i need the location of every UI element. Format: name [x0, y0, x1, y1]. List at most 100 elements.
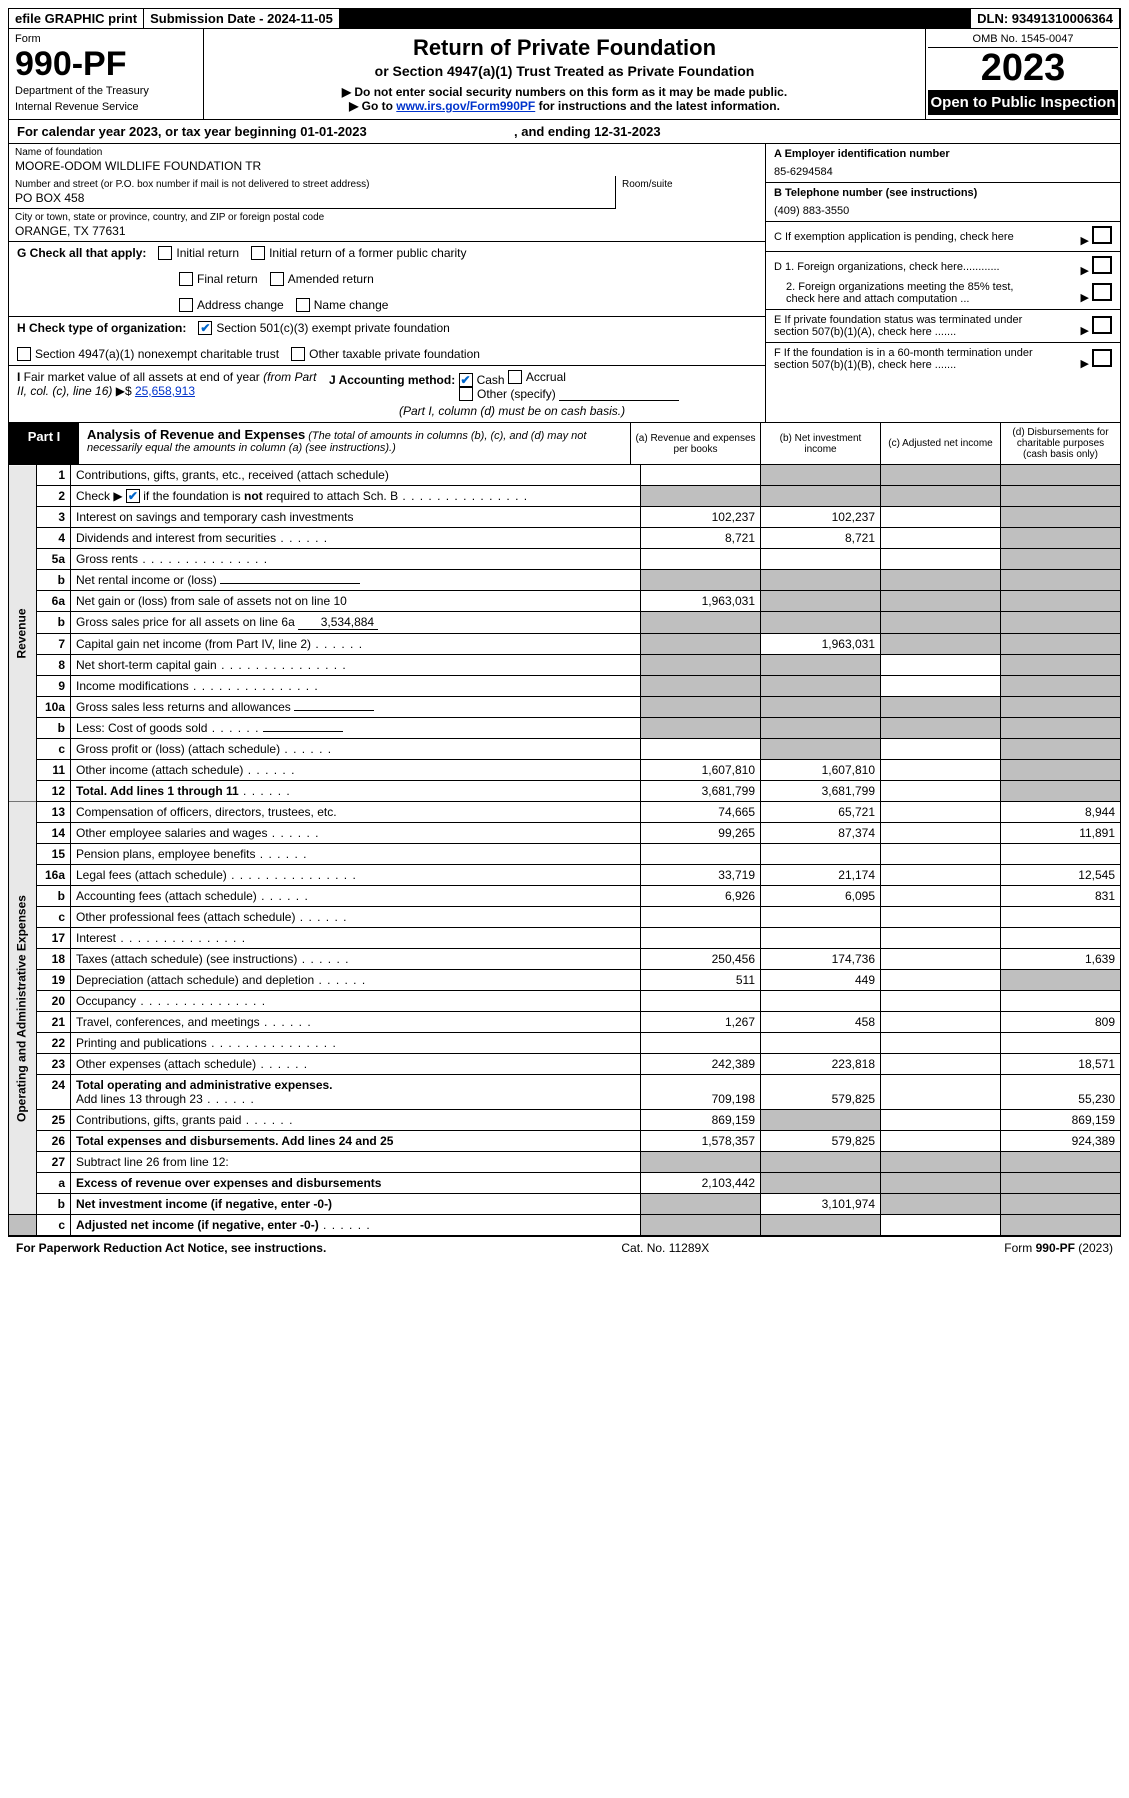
line-5a: Gross rents [71, 549, 641, 570]
chk-initial-former[interactable]: Initial return of a former public charit… [251, 246, 466, 260]
chk-c[interactable] [1092, 226, 1112, 244]
paperwork-notice: For Paperwork Reduction Act Notice, see … [16, 1241, 326, 1255]
line-12: Total. Add lines 1 through 11 [71, 781, 641, 802]
chk-accrual[interactable]: Accrual [508, 370, 566, 384]
line-26: Total expenses and disbursements. Add li… [71, 1131, 641, 1152]
line-6a: Net gain or (loss) from sale of assets n… [71, 591, 641, 612]
chk-other-taxable[interactable]: Other taxable private foundation [291, 347, 480, 361]
chk-d1[interactable] [1092, 256, 1112, 274]
line-16b: Accounting fees (attach schedule) [71, 886, 641, 907]
foundation-name: MOORE-ODOM WILDLIFE FOUNDATION TR [15, 159, 759, 173]
line-4: Dividends and interest from securities [71, 528, 641, 549]
line-18: Taxes (attach schedule) (see instruction… [71, 949, 641, 970]
line-14: Other employee salaries and wages [71, 823, 641, 844]
ein-value: 85-6294584 [774, 166, 1112, 178]
irs-link[interactable]: www.irs.gov/Form990PF [396, 99, 535, 113]
line-24: Total operating and administrative expen… [71, 1075, 641, 1110]
chk-other-method[interactable]: Other (specify) [459, 387, 556, 401]
note-goto: ▶ Go to www.irs.gov/Form990PF for instru… [214, 99, 915, 113]
line-10b: Less: Cost of goods sold [71, 718, 641, 739]
line-10a: Gross sales less returns and allowances [71, 697, 641, 718]
part1-header: Part I Analysis of Revenue and Expenses … [8, 423, 1121, 465]
line-17: Interest [71, 928, 641, 949]
dept-treasury: Department of the Treasury [15, 85, 197, 97]
efile-label: efile GRAPHIC print [9, 9, 144, 28]
line-10c: Gross profit or (loss) (attach schedule) [71, 739, 641, 760]
part1-table: Revenue 1Contributions, gifts, grants, e… [8, 465, 1121, 1236]
line-19: Depreciation (attach schedule) and deple… [71, 970, 641, 991]
line-15: Pension plans, employee benefits [71, 844, 641, 865]
footer: For Paperwork Reduction Act Notice, see … [8, 1236, 1121, 1259]
form-number: 990-PF [15, 47, 197, 81]
line-2: Check ▶ ✔ if the foundation is not requi… [71, 486, 641, 507]
chk-final-return[interactable]: Final return [179, 272, 258, 286]
chk-initial-return[interactable]: Initial return [158, 246, 239, 260]
topbar-spacer [340, 9, 971, 28]
line-5b: Net rental income or (loss) [71, 570, 641, 591]
c-label: C If exemption application is pending, c… [774, 231, 1014, 243]
line-3: Interest on savings and temporary cash i… [71, 507, 641, 528]
dln-label: DLN: 93491310006364 [971, 9, 1120, 28]
city-label: City or town, state or province, country… [15, 212, 759, 223]
ein-label: A Employer identification number [774, 148, 950, 160]
open-public: Open to Public Inspection [928, 90, 1118, 115]
line-6b: Gross sales price for all assets on line… [71, 612, 641, 634]
form-banner: Form 990-PF Department of the Treasury I… [8, 29, 1121, 120]
j-note: (Part I, column (d) must be on cash basi… [399, 404, 625, 418]
section-i-j: I Fair market value of all assets at end… [9, 365, 765, 422]
irs-label: Internal Revenue Service [15, 101, 197, 113]
col-b-header: (b) Net investment income [760, 423, 880, 464]
col-a-header: (a) Revenue and expenses per books [630, 423, 760, 464]
phone-label: B Telephone number (see instructions) [774, 187, 977, 199]
form-word: Form [15, 33, 197, 45]
fmv-value: 25,658,913 [135, 384, 195, 398]
section-h: H Check type of organization: ✔Section 5… [9, 316, 765, 365]
chk-address-change[interactable]: Address change [179, 298, 284, 312]
f-label: F If the foundation is in a 60-month ter… [774, 347, 1054, 371]
note-ssn: ▶ Do not enter social security numbers o… [214, 85, 915, 99]
line-22: Printing and publications [71, 1033, 641, 1054]
i-label: I Fair market value of all assets at end… [17, 370, 316, 398]
line-20: Occupancy [71, 991, 641, 1012]
phone-value: (409) 883-3550 [774, 205, 1112, 217]
chk-f[interactable] [1092, 349, 1112, 367]
chk-4947[interactable]: Section 4947(a)(1) nonexempt charitable … [17, 347, 279, 361]
chk-501c3[interactable]: ✔Section 501(c)(3) exempt private founda… [198, 321, 449, 335]
col-c-header: (c) Adjusted net income [880, 423, 1000, 464]
e-label: E If private foundation status was termi… [774, 314, 1054, 338]
line-8: Net short-term capital gain [71, 655, 641, 676]
form-footer: Form 990-PF (2023) [1004, 1241, 1113, 1255]
chk-cash[interactable]: ✔Cash [459, 373, 505, 387]
line-23: Other expenses (attach schedule) [71, 1054, 641, 1075]
part1-tag: Part I [9, 423, 79, 464]
addr-value: PO BOX 458 [15, 191, 609, 205]
d1-label: D 1. Foreign organizations, check here..… [774, 261, 1000, 273]
chk-d2[interactable] [1092, 283, 1112, 301]
top-bar: efile GRAPHIC print Submission Date - 20… [8, 8, 1121, 29]
line-27c: Adjusted net income (if negative, enter … [71, 1215, 641, 1236]
part1-title: Analysis of Revenue and Expenses [87, 427, 305, 442]
vtab-revenue: Revenue [9, 465, 37, 802]
name-label: Name of foundation [15, 147, 759, 158]
line-25: Contributions, gifts, grants paid [71, 1110, 641, 1131]
section-g: G Check all that apply: Initial return I… [9, 241, 765, 316]
chk-name-change[interactable]: Name change [296, 298, 389, 312]
chk-amended-return[interactable]: Amended return [270, 272, 374, 286]
submission-date: Submission Date - 2024-11-05 [144, 9, 340, 28]
line-1: Contributions, gifts, grants, etc., rece… [71, 465, 641, 486]
cat-no: Cat. No. 11289X [621, 1241, 709, 1255]
d2-label: 2. Foreign organizations meeting the 85%… [774, 281, 1034, 305]
vtab-expenses: Operating and Administrative Expenses [9, 802, 37, 1215]
room-label: Room/suite [622, 179, 759, 190]
omb-number: OMB No. 1545-0047 [928, 31, 1118, 48]
line-27b: Net investment income (if negative, ente… [71, 1194, 641, 1215]
chk-e[interactable] [1092, 316, 1112, 334]
form-title: Return of Private Foundation [214, 35, 915, 61]
identity-grid: Name of foundation MOORE-ODOM WILDLIFE F… [8, 144, 1121, 423]
city-value: ORANGE, TX 77631 [15, 224, 759, 238]
col-d-header: (d) Disbursements for charitable purpose… [1000, 423, 1120, 464]
calendar-year-row: For calendar year 2023, or tax year begi… [8, 120, 1121, 144]
line-13: Compensation of officers, directors, tru… [71, 802, 641, 823]
line-7: Capital gain net income (from Part IV, l… [71, 634, 641, 655]
chk-sch-b[interactable]: ✔ [126, 489, 140, 503]
